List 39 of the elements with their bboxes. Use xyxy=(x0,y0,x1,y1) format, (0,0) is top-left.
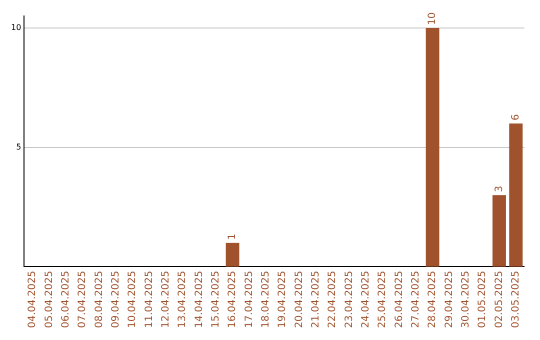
bar xyxy=(426,28,440,267)
x-tick-label: 11.04.2025 xyxy=(144,270,155,328)
bar xyxy=(492,195,506,267)
x-tick-label: 30.04.2025 xyxy=(460,270,472,328)
x-tick-label: 27.04.2025 xyxy=(410,270,422,328)
x-tick-label: 01.05.2025 xyxy=(477,270,488,328)
x-tick-label: 07.04.2025 xyxy=(77,270,88,328)
x-tick-label: 08.04.2025 xyxy=(94,270,105,328)
x-tick-label: 24.04.2025 xyxy=(360,270,372,328)
y-tick-label: 5 xyxy=(16,142,22,152)
x-tick-label: 14.04.2025 xyxy=(194,270,205,328)
x-tick-label: 23.04.2025 xyxy=(344,270,355,328)
x-tick-label: 21.04.2025 xyxy=(310,270,322,328)
x-tick-label: 26.04.2025 xyxy=(394,270,405,328)
x-tick-label: 04.04.2025 xyxy=(27,270,38,328)
bar xyxy=(509,123,523,267)
data-label: 10 xyxy=(427,12,438,25)
data-label: 6 xyxy=(510,114,522,120)
x-tick-label: 25.04.2025 xyxy=(377,270,388,328)
x-tick-label: 29.04.2025 xyxy=(444,270,455,328)
x-tick-label: 20.04.2025 xyxy=(294,270,305,328)
x-tick-label: 15.04.2025 xyxy=(210,270,222,328)
x-tick-label: 13.04.2025 xyxy=(177,270,188,328)
x-tick-label: 06.04.2025 xyxy=(60,270,72,328)
x-tick-label: 18.04.2025 xyxy=(260,270,272,328)
x-tick-label: 22.04.2025 xyxy=(327,270,338,328)
x-tick-label: 05.04.2025 xyxy=(44,270,55,328)
data-label: 3 xyxy=(494,186,505,192)
x-tick-label: 10.04.2025 xyxy=(127,270,138,328)
x-tick-label: 12.04.2025 xyxy=(160,270,172,328)
x-tick-label: 17.04.2025 xyxy=(244,270,255,328)
data-label: 1 xyxy=(227,233,238,240)
x-tick-label: 09.04.2025 xyxy=(110,270,122,328)
x-tick-label: 28.04.2025 xyxy=(427,270,438,328)
x-tick-label: 16.04.2025 xyxy=(227,270,238,328)
x-tick-label: 02.05.2025 xyxy=(494,270,505,328)
bar xyxy=(226,242,240,267)
x-tick-label: 03.05.2025 xyxy=(510,270,522,328)
x-tick-label: 19.04.2025 xyxy=(277,270,288,328)
